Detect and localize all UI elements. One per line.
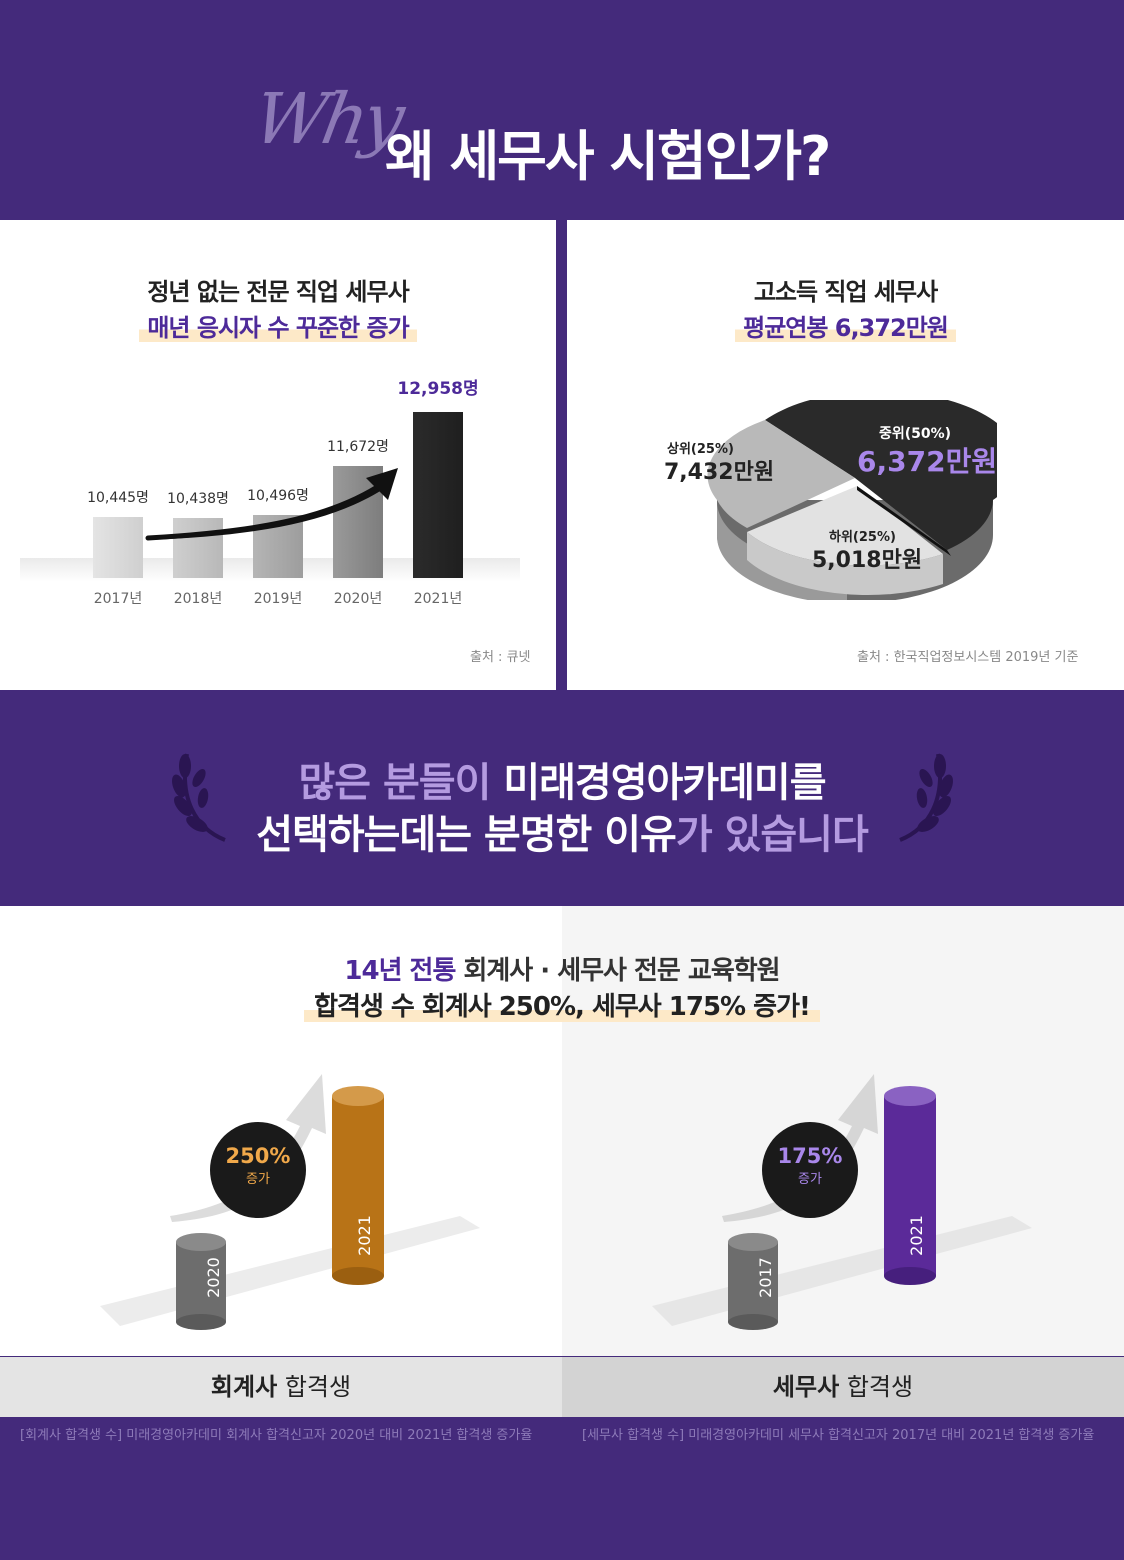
salary-source: 출처 : 한국직업정보시스템 2019년 기준 <box>857 650 1079 665</box>
bar-value-label: 12,958명 <box>397 379 479 399</box>
applicants-panel: 정년 없는 전문 직업 세무사 매년 응시자 수 꾸준한 증가 10,445명 2… <box>0 220 556 690</box>
bar-year-label: 2020년 <box>333 591 383 607</box>
growth-headline-2: 합격생 수 회계사 250%, 세무사 175% 증가! <box>0 986 1124 1023</box>
bar-2021년 <box>413 412 463 578</box>
accountant-growth-graphic <box>100 1074 480 1330</box>
why-script: Why <box>247 78 407 160</box>
header: Why 왜 세무사 시험인가? <box>0 0 1124 220</box>
taxaccountant-growth-badge: 175% 증가 <box>762 1122 858 1218</box>
pie-mid-rank: 중위(50%) <box>879 426 952 442</box>
taxaccountant-growth-graphic <box>652 1074 1032 1330</box>
growth-section: 14년 전통 회계사 · 세무사 전문 교육학원 합격생 수 회계사 250%,… <box>0 906 1124 1356</box>
taxaccountant-panel <box>562 906 1124 1356</box>
applicants-source: 출처 : 큐넷 <box>470 650 531 665</box>
salary-title: 고소득 직업 세무사 <box>753 278 938 306</box>
taxaccountant-year-to: 2021 <box>906 1215 926 1256</box>
taxaccountant-year-from: 2017 <box>755 1257 775 1298</box>
taxaccountant-footnote: [세무사 합격생 수] 미래경영아카데미 세무사 합격신고자 2017년 대비 … <box>582 1428 1095 1443</box>
pie-low-value: 5,018만원 <box>812 548 923 573</box>
bar-value-label: 10,496명 <box>247 488 309 504</box>
pie-slice-low <box>747 486 943 566</box>
bar-year-label: 2019년 <box>253 591 303 607</box>
pie-low-rank: 하위(25%) <box>829 530 896 545</box>
bar-value-label: 10,438명 <box>167 491 229 507</box>
accountant-caption: 회계사 합격생 <box>0 1357 562 1417</box>
trend-arrow-icon <box>145 468 398 541</box>
laurel-right-icon <box>899 753 953 842</box>
applicants-title: 정년 없는 전문 직업 세무사 <box>147 278 409 306</box>
pie-mid-value: 6,372만원 <box>857 445 998 478</box>
accountant-year-to: 2021 <box>354 1215 374 1256</box>
page-title: 왜 세무사 시험인가? <box>385 125 831 188</box>
pie-slice-top <box>707 420 855 528</box>
reason-banner: 많은 분들이 미래경영아카데미를 선택하는데는 분명한 이유가 있습니다 <box>0 690 1124 905</box>
accountant-year-from: 2020 <box>203 1257 223 1298</box>
bar-2018년 <box>173 518 223 578</box>
salary-subtitle: 평균연봉 6,372만원 <box>567 308 1124 343</box>
reason-line-2: 선택하는데는 분명한 이유가 있습니다 <box>256 812 869 858</box>
pie-top-rank: 상위(25%) <box>667 442 734 457</box>
accountant-footnote: [회계사 합격생 수] 미래경영아카데미 회계사 합격신고자 2020년 대비 … <box>20 1428 533 1443</box>
bar-year-label: 2017년 <box>93 591 143 607</box>
salary-pie-chart <box>707 400 997 600</box>
reason-line-1: 많은 분들이 미래경영아카데미를 <box>298 760 826 806</box>
taxaccountant-caption: 세무사 합격생 <box>562 1357 1124 1417</box>
growth-headline-1: 14년 전통 회계사 · 세무사 전문 교육학원 <box>344 956 780 986</box>
pie-slice-mid <box>765 400 997 550</box>
bar-value-label: 10,445명 <box>87 490 149 506</box>
bar-value-label: 11,672명 <box>327 439 389 455</box>
bar-2017년 <box>93 517 143 578</box>
laurel-left-icon <box>172 753 226 842</box>
pie-top-value: 7,432만원 <box>664 460 775 485</box>
applicants-subtitle: 매년 응시자 수 꾸준한 증가 <box>0 308 556 343</box>
salary-panel: 고소득 직업 세무사 평균연봉 6,372만원 상위(25%) 7,432만원 … <box>567 220 1124 690</box>
bar-year-label: 2018년 <box>173 591 223 607</box>
bar-year-label: 2021년 <box>413 591 463 607</box>
accountant-growth-badge: 250% 증가 <box>210 1122 306 1218</box>
